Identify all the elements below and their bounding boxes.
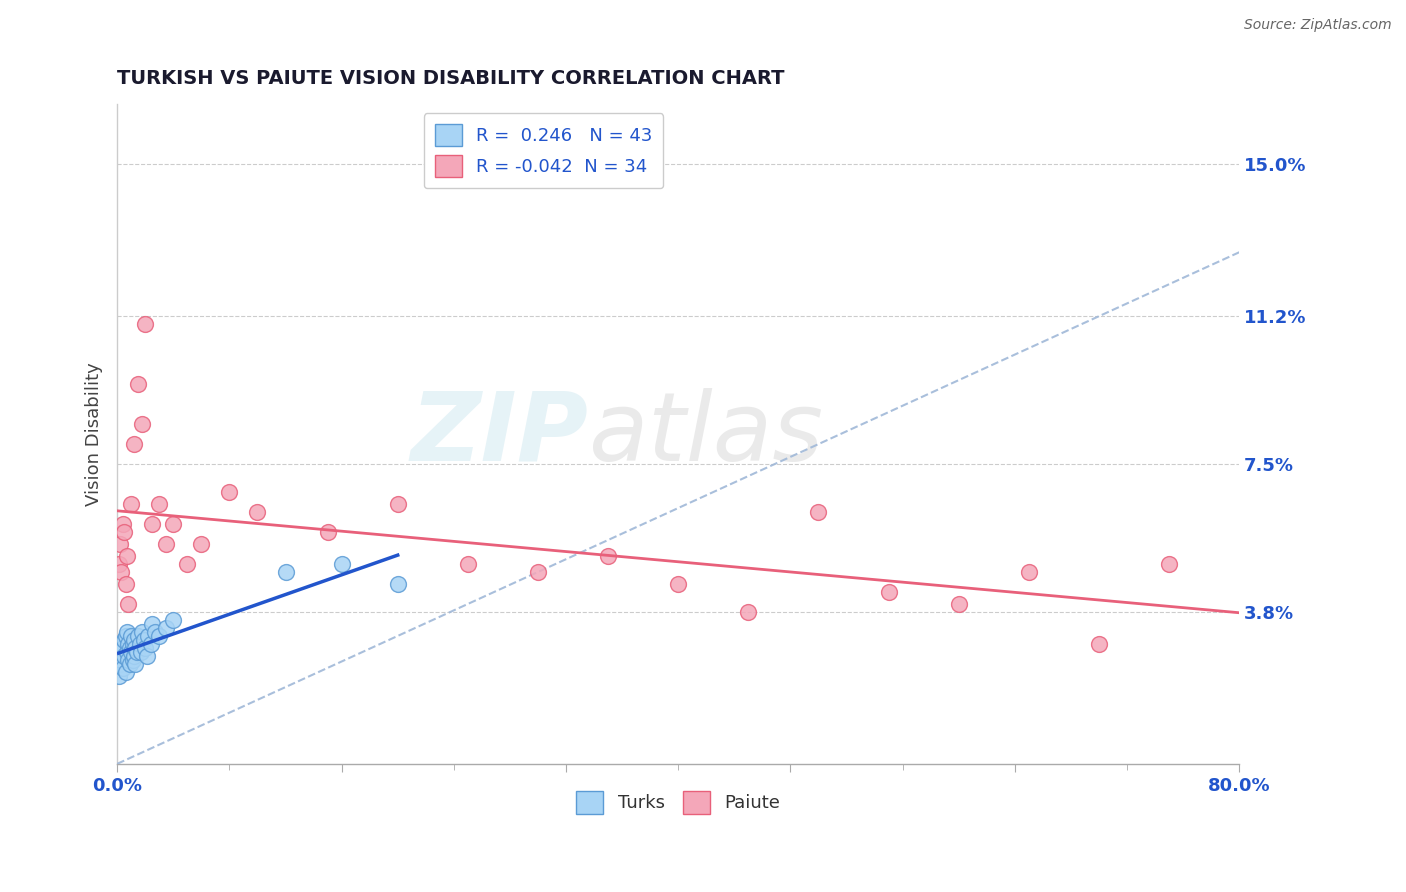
Point [387,577,409,591]
Point [155,621,177,635]
Point [120,645,142,659]
Point [387,497,409,511]
Point [330,557,353,571]
Point [111,516,134,531]
Point [246,505,269,519]
Point [111,661,134,675]
Point [117,597,139,611]
Point [176,557,198,571]
Point [143,624,166,639]
Point [125,645,148,659]
Point [110,565,132,579]
Point [807,505,830,519]
Point [948,597,970,611]
Point [877,585,900,599]
Point [122,437,145,451]
Point [117,637,139,651]
Point [132,632,155,647]
Point [122,648,145,663]
Point [118,657,141,671]
Text: ZIP: ZIP [411,388,589,481]
Point [131,624,153,639]
Point [108,657,131,671]
Point [1159,557,1181,571]
Point [148,629,170,643]
Point [124,657,146,671]
Point [128,637,150,651]
Point [121,637,143,651]
Point [117,653,139,667]
Point [162,613,184,627]
Point [141,516,163,531]
Point [122,632,145,647]
Point [114,577,136,591]
Point [120,497,142,511]
Point [112,648,135,663]
Point [108,645,131,659]
Point [139,637,162,651]
Point [134,317,156,331]
Y-axis label: Vision Disability: Vision Disability [86,362,103,506]
Point [141,616,163,631]
Point [127,629,149,643]
Point [121,653,143,667]
Point [131,417,153,431]
Point [115,549,138,563]
Point [107,669,129,683]
Point [124,640,146,655]
Point [107,557,129,571]
Point [190,537,212,551]
Text: atlas: atlas [589,388,824,481]
Point [457,557,479,571]
Point [218,485,240,500]
Point [110,637,132,651]
Point [108,537,131,551]
Point [114,629,136,643]
Point [274,565,297,579]
Point [598,549,620,563]
Point [737,605,759,619]
Point [666,577,689,591]
Point [1088,637,1111,651]
Point [115,624,138,639]
Point [114,665,136,679]
Point [316,524,339,539]
Point [134,640,156,655]
Point [135,648,157,663]
Text: TURKISH VS PAIUTE VISION DISABILITY CORRELATION CHART: TURKISH VS PAIUTE VISION DISABILITY CORR… [117,69,785,87]
Point [115,645,138,659]
Point [120,629,142,643]
Point [155,537,177,551]
Point [162,516,184,531]
Point [1018,565,1040,579]
Text: Source: ZipAtlas.com: Source: ZipAtlas.com [1244,18,1392,32]
Point [129,645,152,659]
Point [118,640,141,655]
Point [112,632,135,647]
Point [148,497,170,511]
Point [527,565,550,579]
Point [110,653,132,667]
Point [112,524,135,539]
Point [127,377,149,392]
Point [111,640,134,655]
Legend: Turks, Paiute: Turks, Paiute [569,784,787,821]
Point [136,629,159,643]
